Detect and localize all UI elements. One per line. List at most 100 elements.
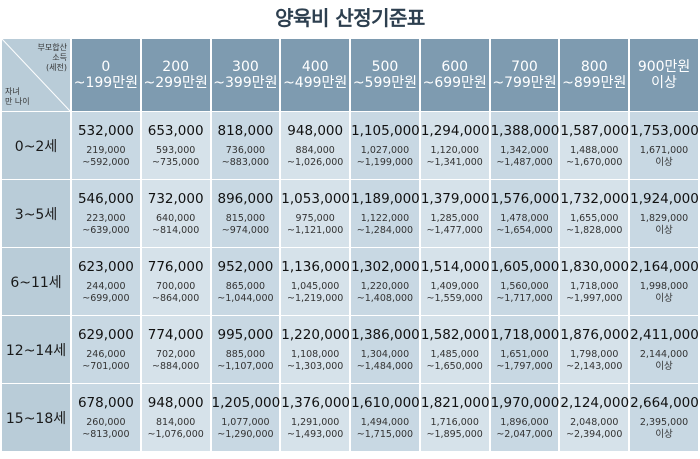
- amount-range: 1,291,000 ~1,493,000: [281, 417, 349, 441]
- column-header-line2: ~899만원: [562, 75, 627, 91]
- table-cell: 1,582,000 1,485,000 ~1,650,000: [420, 316, 490, 383]
- standard-amount: 948,000: [147, 395, 204, 411]
- column-header-line2: 이상: [651, 75, 677, 91]
- range-low: 1,494,000: [360, 417, 410, 428]
- amount-range: 884,000 ~1,026,000: [281, 145, 349, 169]
- range-high: ~1,487,000: [496, 157, 553, 168]
- table-row: 3~5세 546,000 223,000 ~639,000 732,000 640,000…: [2, 180, 699, 247]
- table-cell: 1,388,000 1,342,000 ~1,487,000: [490, 112, 559, 179]
- standard-amount: 629,000: [77, 327, 134, 343]
- standard-amount: 546,000: [77, 191, 134, 207]
- column-header-line2: ~799만원: [492, 75, 557, 91]
- table-cell: 1,205,000 1,077,000 ~1,290,000: [211, 384, 281, 451]
- column-header-line1: 500: [371, 59, 399, 75]
- standard-amount: 532,000: [77, 123, 134, 139]
- amount-range: 1,122,000 ~1,284,000: [351, 213, 419, 237]
- amount-range: 1,120,000 ~1,341,000: [421, 145, 489, 169]
- standard-amount: 1,753,000: [630, 123, 699, 139]
- table-cell: 1,753,000 1,671,000 이상: [630, 112, 699, 179]
- range-high: ~735,000: [152, 157, 200, 168]
- standard-amount: 678,000: [77, 395, 134, 411]
- child-support-table: 부모합산 소득 (세전) 자녀 만 나이 0 ~199만원 200 ~299만원 3…: [0, 38, 700, 452]
- income-axis-label-line: 부모합산: [37, 43, 67, 52]
- amount-range: 975,000 ~1,121,000: [281, 213, 349, 237]
- table-cell: 629,000 246,000 ~701,000: [72, 316, 140, 383]
- table-cell: 1,189,000 1,122,000 ~1,284,000: [351, 180, 420, 247]
- amount-range: 1,896,000 ~2,047,000: [491, 417, 559, 441]
- standard-amount: 776,000: [147, 259, 204, 275]
- table-cell: 818,000 736,000 ~883,000: [211, 112, 280, 179]
- income-axis-label-line: 소득: [52, 53, 67, 62]
- range-high: ~884,000: [152, 361, 200, 372]
- standard-amount: 1,830,000: [560, 259, 630, 275]
- income-column-header: 0 ~199만원: [72, 39, 140, 111]
- income-column-header: 600 ~699만원: [420, 39, 489, 111]
- range-high: ~1,493,000: [287, 429, 344, 440]
- standard-amount: 1,821,000: [420, 395, 490, 411]
- column-header-line2: ~599만원: [352, 75, 418, 91]
- table-cell: 1,605,000 1,560,000 ~1,717,000: [490, 248, 560, 315]
- standard-amount: 1,610,000: [351, 395, 420, 411]
- range-low: 244,000: [86, 281, 126, 292]
- table-cell: 774,000 702,000 ~884,000: [141, 316, 210, 383]
- range-high: ~701,000: [82, 361, 130, 372]
- standard-amount: 1,376,000: [281, 395, 351, 411]
- table-cell: 532,000 219,000 ~592,000: [72, 112, 140, 179]
- standard-amount: 1,294,000: [420, 123, 490, 139]
- amount-range: 885,000 ~1,107,000: [212, 349, 280, 373]
- range-high: ~2,047,000: [496, 429, 553, 440]
- amount-range: 1,494,000 ~1,715,000: [351, 417, 419, 441]
- standard-amount: 2,411,000: [630, 327, 699, 343]
- amount-range: 1,108,000 ~1,303,000: [281, 349, 349, 373]
- table-cell: 952,000 865,000 ~1,044,000: [211, 248, 280, 315]
- amount-range: 1,655,000 ~1,828,000: [560, 213, 628, 237]
- table-cell: 623,000 244,000 ~699,000: [72, 248, 140, 315]
- amount-range: 260,000 ~813,000: [72, 417, 140, 441]
- standard-amount: 1,587,000: [560, 123, 630, 139]
- range-high: 이상: [655, 157, 673, 168]
- range-high: ~1,290,000: [217, 429, 274, 440]
- table-row: 6~11세 623,000 244,000 ~699,000 776,000 700,00…: [2, 248, 699, 315]
- table-cell: 678,000 260,000 ~813,000: [72, 384, 140, 451]
- range-high: 이상: [655, 429, 673, 440]
- range-high: ~1,408,000: [356, 293, 414, 304]
- range-low: 1,651,000: [500, 349, 549, 360]
- standard-amount: 1,105,000: [351, 123, 420, 139]
- column-header-line2: ~399만원: [213, 75, 278, 91]
- column-header-line2: ~499만원: [283, 75, 348, 91]
- income-column-header: 400 ~499만원: [281, 39, 350, 111]
- standard-amount: 1,876,000: [560, 327, 630, 343]
- range-high: ~1,717,000: [496, 293, 553, 304]
- amount-range: 1,409,000 ~1,559,000: [421, 281, 489, 305]
- table-cell: 1,379,000 1,285,000 ~1,477,000: [420, 180, 490, 247]
- amount-range: 2,144,000 이상: [630, 349, 698, 373]
- column-header-line1: 400: [301, 59, 329, 75]
- standard-amount: 1,205,000: [211, 395, 281, 411]
- range-low: 1,485,000: [430, 349, 479, 360]
- table-cell: 1,302,000 1,220,000 ~1,408,000: [351, 248, 420, 315]
- amount-range: 815,000 ~974,000: [212, 213, 280, 237]
- range-high: ~1,670,000: [566, 157, 623, 168]
- amount-range: 1,342,000 ~1,487,000: [491, 145, 559, 169]
- column-header-line1: 300: [232, 59, 259, 75]
- range-low: 1,027,000: [360, 145, 410, 156]
- range-low: 1,304,000: [360, 349, 410, 360]
- table-cell: 948,000 814,000 ~1,076,000: [141, 384, 210, 451]
- table-row: 12~14세 629,000 246,000 ~701,000 774,000 702,0…: [2, 316, 699, 383]
- amount-range: 640,000 ~814,000: [142, 213, 210, 237]
- range-high: ~2,143,000: [566, 361, 623, 372]
- table-cell: 1,610,000 1,494,000 ~1,715,000: [351, 384, 420, 451]
- range-high: ~699,000: [82, 293, 130, 304]
- table-cell: 896,000 815,000 ~974,000: [211, 180, 280, 247]
- amount-range: 2,048,000 ~2,394,000: [560, 417, 628, 441]
- table-cell: 1,821,000 1,716,000 ~1,895,000: [420, 384, 490, 451]
- amount-range: 2,395,000 이상: [630, 417, 698, 441]
- standard-amount: 2,664,000: [630, 395, 699, 411]
- table-cell: 2,164,000 1,998,000 이상: [630, 248, 699, 315]
- amount-range: 1,716,000 ~1,895,000: [421, 417, 489, 441]
- income-column-header: 700 ~799만원: [490, 39, 559, 111]
- standard-amount: 1,605,000: [490, 259, 560, 275]
- table-cell: 995,000 885,000 ~1,107,000: [211, 316, 280, 383]
- amount-range: 219,000 ~592,000: [72, 145, 140, 169]
- range-high: ~1,219,000: [287, 293, 344, 304]
